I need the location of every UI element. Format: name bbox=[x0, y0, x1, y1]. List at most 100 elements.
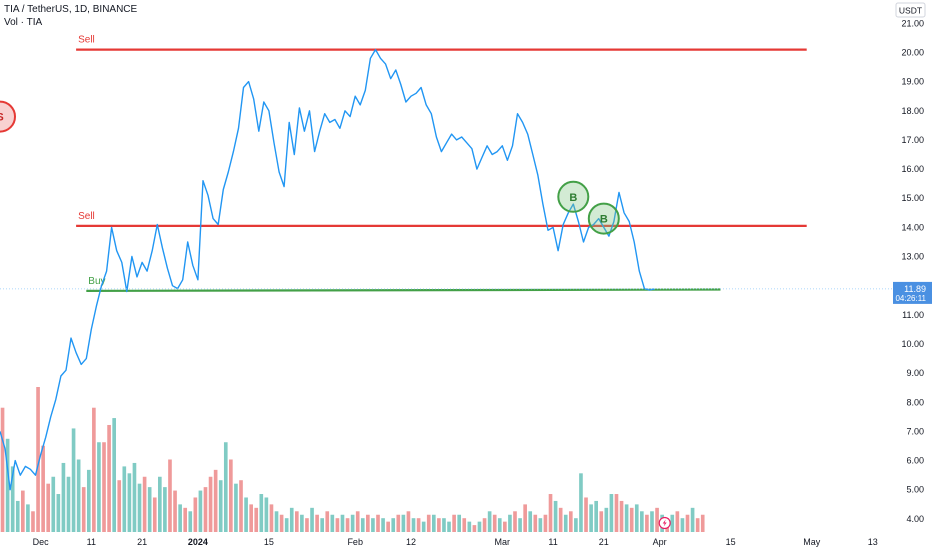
x-tick-label: 15 bbox=[264, 537, 274, 547]
volume-bar bbox=[112, 418, 116, 532]
volume-bar bbox=[15, 500, 20, 532]
volume-bar bbox=[71, 428, 76, 532]
volume-bar bbox=[10, 466, 15, 532]
volume-bar bbox=[700, 514, 705, 532]
volume-bar bbox=[401, 514, 406, 532]
volume-bar bbox=[5, 438, 10, 532]
volume-bar bbox=[371, 518, 375, 532]
symbol-title[interactable]: TIA / TetherUS, 1D, BINANCE bbox=[4, 4, 138, 15]
volume-bar bbox=[376, 514, 380, 532]
volume-bar bbox=[477, 521, 482, 532]
x-tick-label: 15 bbox=[726, 537, 736, 547]
x-tick-label: 21 bbox=[137, 537, 147, 547]
x-tick-label: 12 bbox=[406, 537, 416, 547]
volume-bar bbox=[244, 497, 248, 532]
volume-bar bbox=[137, 483, 142, 532]
x-tick-label: 11 bbox=[87, 537, 96, 547]
volume-bar bbox=[300, 514, 304, 532]
volume-bar bbox=[81, 487, 86, 532]
volume-bar bbox=[46, 483, 51, 532]
volume-bar bbox=[127, 473, 132, 532]
volume-bar bbox=[548, 494, 553, 532]
x-tick-label: Apr bbox=[653, 537, 667, 547]
volume-bar bbox=[132, 462, 137, 532]
y-tick-label: 11.00 bbox=[902, 310, 924, 320]
volume-bar bbox=[264, 497, 269, 532]
sell-signal-marker[interactable]: S bbox=[0, 100, 16, 133]
volume-bar bbox=[269, 504, 274, 532]
volume-bar bbox=[366, 514, 370, 532]
y-tick-label: 20.00 bbox=[901, 48, 924, 58]
volume-bar bbox=[305, 518, 309, 532]
volume-bar bbox=[26, 504, 30, 532]
volume-bar bbox=[0, 407, 5, 532]
price-axis[interactable] bbox=[893, 0, 932, 550]
volume-bar bbox=[117, 480, 122, 532]
volume-bar bbox=[310, 507, 314, 532]
volume-bar bbox=[279, 514, 284, 532]
volume-indicator-label[interactable]: Vol · TIA bbox=[4, 17, 43, 28]
price-line[interactable] bbox=[0, 48, 655, 491]
volume-bar bbox=[508, 514, 512, 532]
y-tick-label: 6.00 bbox=[906, 456, 924, 466]
volume-bar bbox=[86, 469, 91, 532]
x-tick-label: 21 bbox=[599, 537, 609, 547]
currency-label[interactable]: USDT bbox=[895, 2, 926, 18]
volume-bar bbox=[675, 511, 680, 532]
volume-bar bbox=[36, 387, 40, 532]
volume-bar bbox=[229, 459, 233, 532]
volume-bar bbox=[604, 507, 609, 532]
volume-bar bbox=[589, 504, 593, 532]
volume-bar bbox=[482, 518, 487, 532]
x-tick-label: Mar bbox=[495, 537, 511, 547]
volume-bar bbox=[259, 494, 264, 532]
y-tick-label: 7.00 bbox=[906, 426, 924, 436]
volume-bar bbox=[574, 518, 578, 532]
volume-bar bbox=[142, 476, 147, 532]
volume-bar bbox=[614, 494, 619, 532]
y-tick-label: 9.00 bbox=[906, 368, 924, 378]
volume-bar bbox=[381, 518, 385, 532]
time-axis[interactable] bbox=[0, 532, 893, 550]
currency-text: USDT bbox=[899, 6, 922, 16]
volume-bar bbox=[41, 445, 45, 532]
volume-bar bbox=[695, 518, 700, 532]
volume-bar bbox=[655, 507, 659, 532]
volume-bar bbox=[289, 507, 294, 532]
sell-level-label: Sell bbox=[78, 35, 95, 46]
volume-bar bbox=[386, 521, 390, 532]
volume-bar bbox=[624, 504, 629, 532]
volume-bar bbox=[360, 518, 365, 532]
y-tick-label: 10.00 bbox=[901, 339, 924, 349]
buy-signal-circle bbox=[557, 180, 590, 213]
volume-bar bbox=[553, 500, 558, 532]
y-tick-label: 19.00 bbox=[901, 77, 924, 87]
volume-bar bbox=[426, 514, 431, 532]
volume-bar bbox=[568, 511, 573, 532]
volume-bar bbox=[472, 525, 477, 532]
volume-bar bbox=[147, 487, 152, 532]
lightning-icon[interactable] bbox=[658, 516, 671, 530]
volume-bar bbox=[599, 511, 604, 532]
y-tick-label: 15.00 bbox=[901, 193, 924, 203]
last-price-box bbox=[893, 281, 932, 304]
volume-bar bbox=[457, 514, 462, 532]
volume-bar bbox=[563, 514, 568, 532]
volume-bar bbox=[442, 518, 446, 532]
buy-signal-marker[interactable]: B bbox=[587, 202, 620, 235]
x-tick-label: Feb bbox=[347, 537, 363, 547]
buy-signal-label: B bbox=[569, 192, 577, 204]
volume-bar bbox=[518, 518, 522, 532]
volume-bar bbox=[467, 521, 472, 532]
volume-bar bbox=[416, 518, 421, 532]
buy-level-line[interactable] bbox=[86, 288, 721, 292]
volume-bar bbox=[122, 466, 127, 532]
buy-signal-marker[interactable]: B bbox=[557, 180, 590, 213]
volume-bar bbox=[198, 490, 203, 532]
volume-bar bbox=[203, 487, 208, 532]
volume-bar bbox=[350, 514, 355, 532]
volume-bar bbox=[168, 459, 172, 532]
